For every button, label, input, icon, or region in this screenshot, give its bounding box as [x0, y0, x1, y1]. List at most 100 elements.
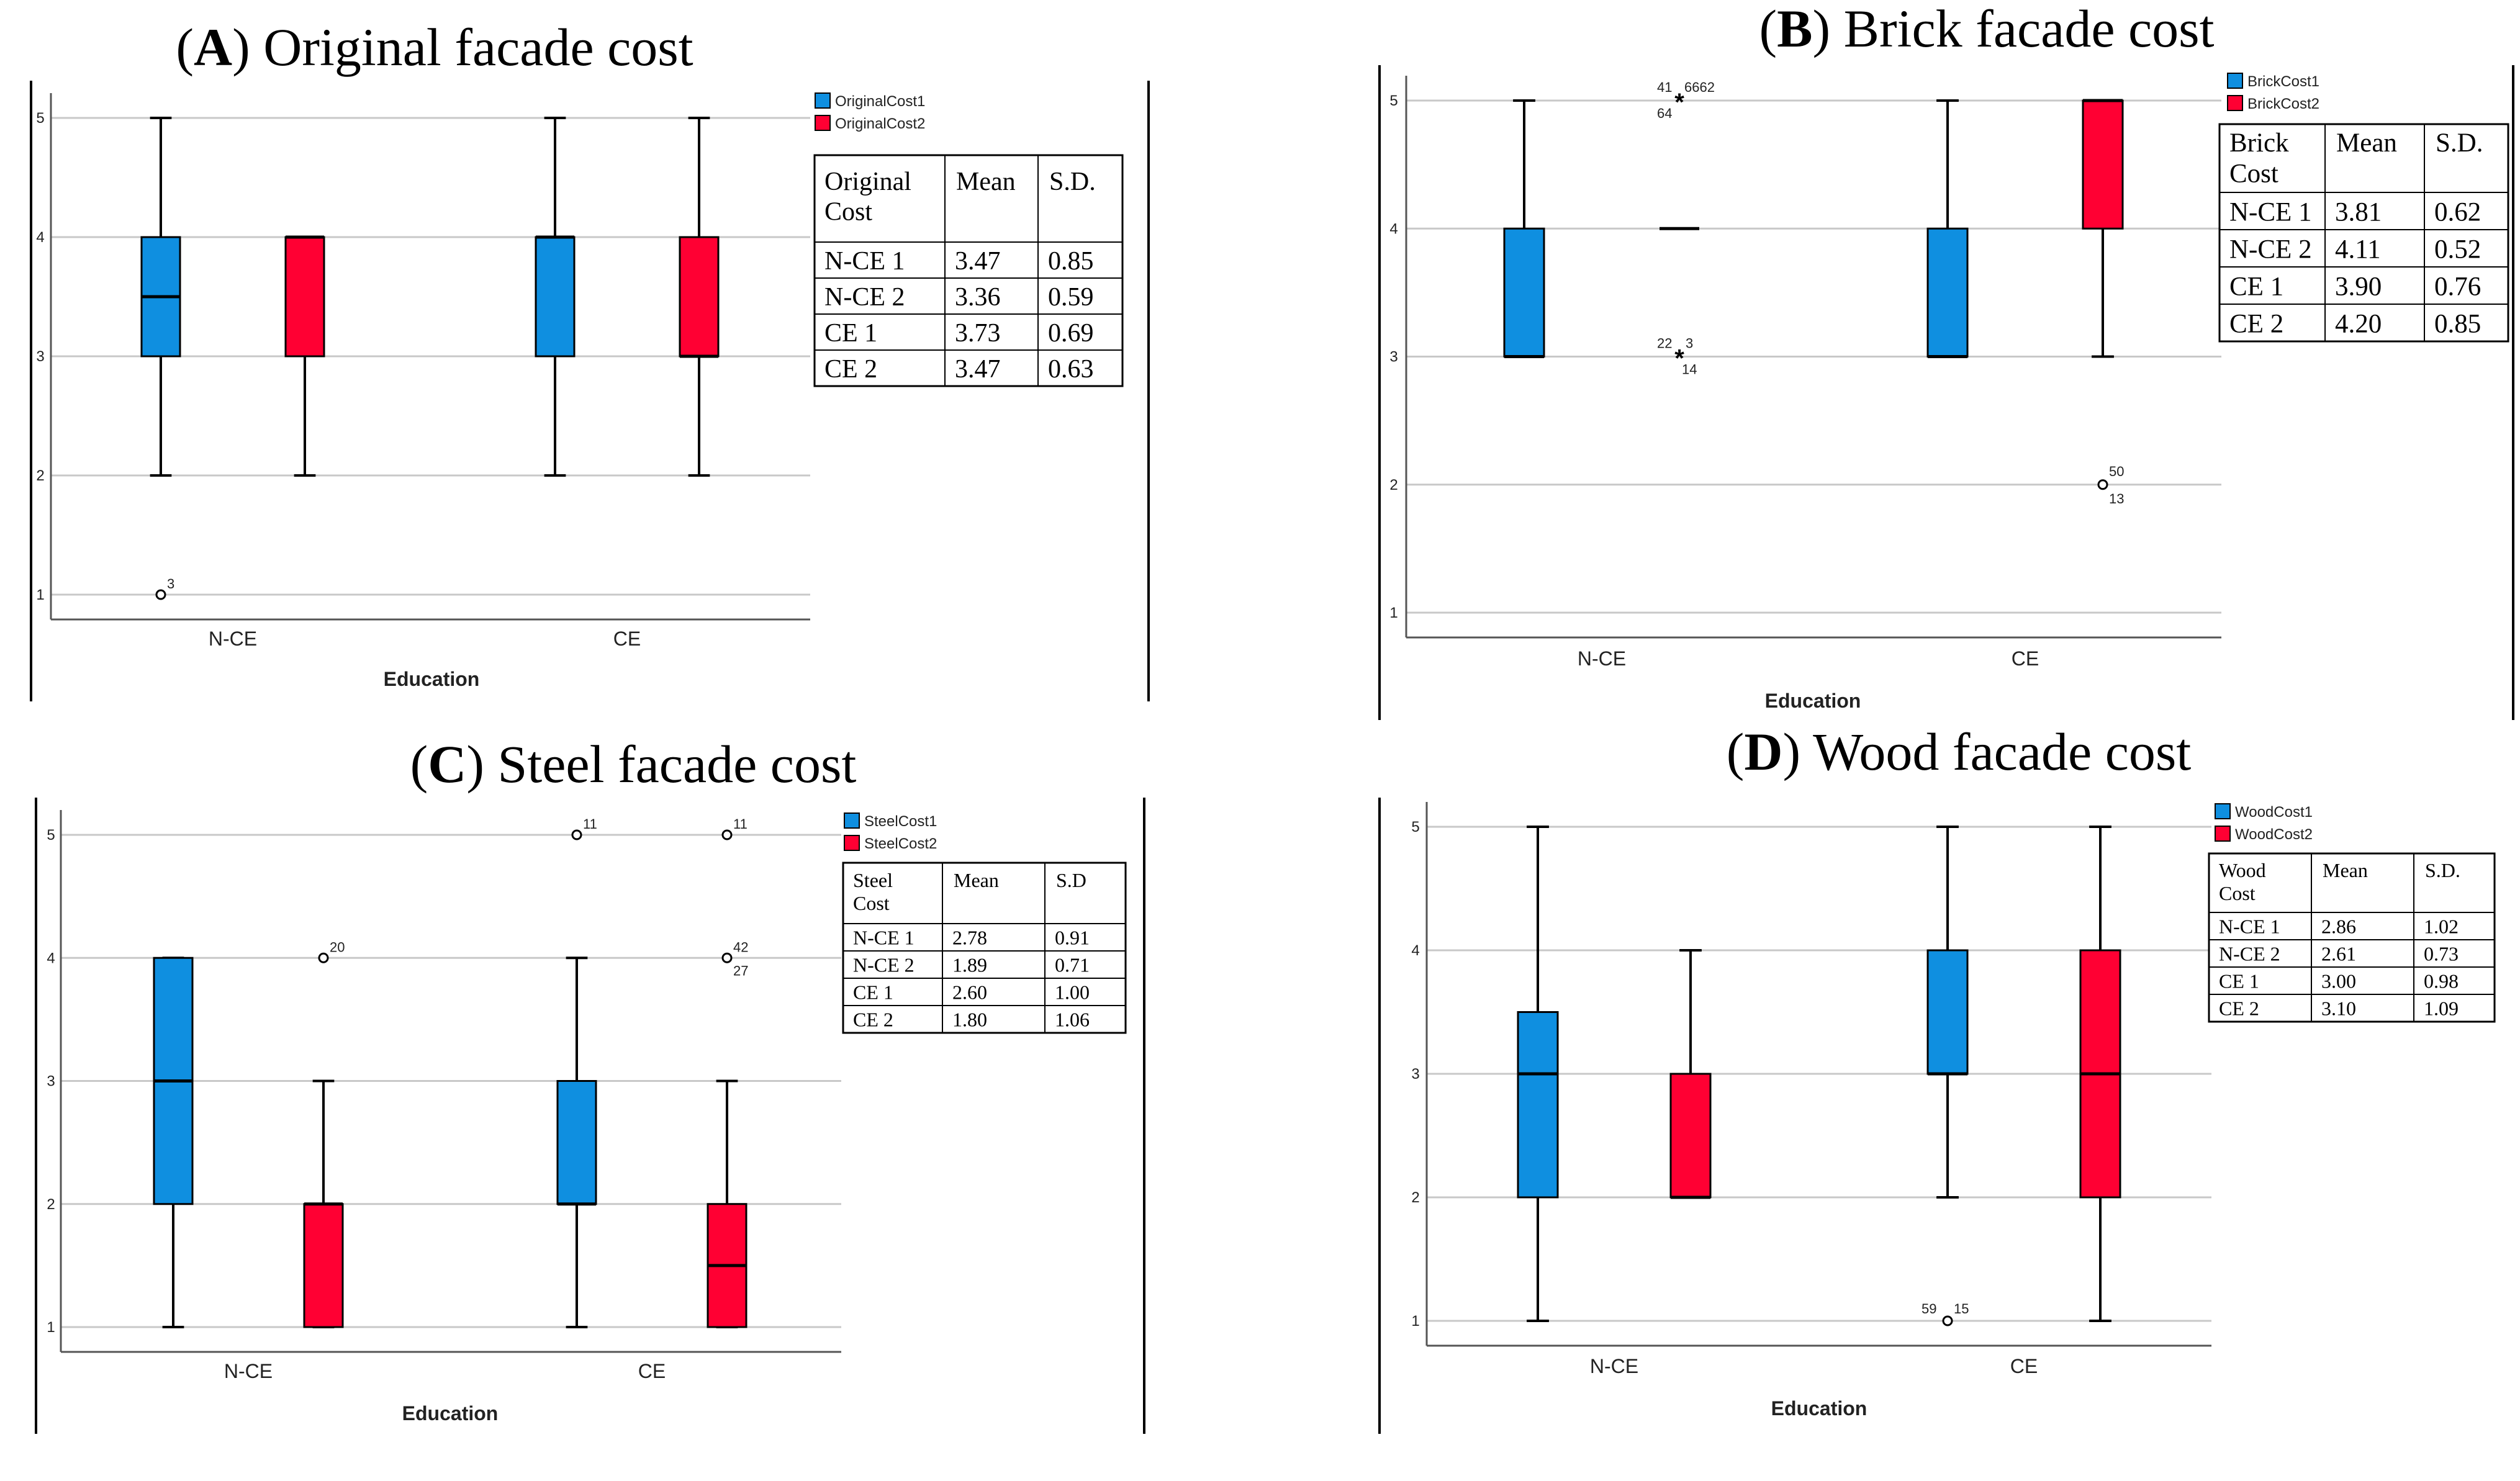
- table-cell: 3.47: [955, 247, 1001, 276]
- table-header-cell: Original Cost: [824, 168, 911, 226]
- table-cell: N-CE 2: [2219, 942, 2280, 965]
- title-paren-open: (: [1759, 0, 1777, 58]
- table-header-cell: S.D.: [2425, 859, 2460, 881]
- title-paren-open: (: [1727, 722, 1745, 781]
- table-cell: 0.52: [2434, 235, 2481, 264]
- table-cell: 0.73: [2424, 942, 2459, 965]
- chart-panel-d: (D) Wood facade cost 1 2 3 4 5 N-CE CE Education…: [1378, 722, 2496, 1434]
- table-cell: 4.20: [2335, 310, 2382, 339]
- outlier-label: 42: [733, 939, 748, 955]
- stats-table: Steel Cost Mean S.D N-CE 1 2.78 0.91 N-CE 2 1.89…: [842, 862, 1127, 1034]
- y-tick-label: 5: [36, 110, 44, 127]
- x-tick-label: N-CE: [1578, 647, 1626, 670]
- outlier-label: 3: [167, 576, 174, 592]
- box-woodcost2-ce: [2079, 826, 2121, 1322]
- box-steelcost2-n-ce: 20: [303, 939, 345, 1328]
- outlier-label: 50: [2109, 464, 2124, 479]
- table-cell: 1.89: [952, 953, 987, 976]
- y-tick-label: 5: [1389, 92, 1398, 109]
- table-cell: 3.73: [955, 319, 1001, 348]
- box-woodcost2-n-ce: [1669, 949, 1712, 1199]
- x-axis-title: Education: [1765, 690, 1861, 712]
- table-header-cell: S.D.: [2436, 128, 2483, 158]
- x-tick-label: CE: [613, 628, 641, 650]
- outlier-label: 11: [733, 816, 747, 832]
- box-iqr: [1926, 227, 1969, 358]
- table-cell: 2.61: [2321, 942, 2356, 965]
- legend-swatch: [2227, 95, 2243, 111]
- table-cell: 1.02: [2424, 915, 2459, 937]
- panel-title: (C) Steel facade cost: [410, 734, 857, 794]
- table-border: [842, 862, 1127, 1034]
- outlier-label: 15: [1954, 1301, 1969, 1317]
- box-brickcost1-ce: [1926, 99, 1969, 358]
- table-cell: 1.09: [2424, 997, 2459, 1019]
- y-tick-label: 3: [1411, 1066, 1419, 1083]
- y-tick-label: 4: [1389, 220, 1398, 237]
- table-header-cell: Mean: [2336, 128, 2397, 158]
- x-axis-title: Education: [384, 668, 480, 690]
- x-tick-label: CE: [2010, 1355, 2038, 1377]
- title-paren-open: (: [410, 734, 428, 794]
- table-cell: 3.36: [955, 283, 1001, 312]
- panel-title: (B) Brick facade cost: [1759, 0, 2214, 58]
- legend-swatch: [815, 115, 831, 131]
- box-steelcost1-ce: 11: [556, 816, 597, 1328]
- y-tick-label: 2: [47, 1196, 55, 1213]
- table-header-cell: Mean: [954, 869, 999, 891]
- table-header-cell: Brick Cost: [2229, 128, 2289, 188]
- title-letter: C: [428, 734, 466, 794]
- box-brickcost2-ce: 50 13: [2082, 99, 2124, 506]
- y-tick-label: 1: [1389, 605, 1398, 621]
- x-tick-label: N-CE: [1590, 1355, 1638, 1377]
- title-text: Brick facade cost: [1830, 0, 2215, 58]
- outlier-label: 3: [1686, 336, 1693, 351]
- outlier-marker: *: [1674, 89, 1684, 116]
- legend-label: OriginalCost2: [835, 115, 925, 132]
- outlier-label: 22: [1657, 336, 1672, 351]
- outlier-label: 27: [733, 963, 748, 978]
- table-cell: 0.85: [1048, 247, 1094, 276]
- legend-label: WoodCost1: [2235, 804, 2313, 821]
- title-paren-close: ): [232, 17, 250, 77]
- table-header-cell: Mean: [956, 168, 1016, 196]
- table-header-cell: Steel Cost: [853, 869, 893, 914]
- panel-title: (D) Wood facade cost: [1727, 722, 2192, 781]
- table-header-cell: S.D.: [1049, 168, 1096, 196]
- table-cell: 0.69: [1048, 319, 1094, 348]
- table-cell: 0.62: [2434, 198, 2481, 227]
- title-letter: D: [1744, 722, 1782, 781]
- legend: WoodCost1 WoodCost2: [2215, 803, 2313, 843]
- table-cell: 0.98: [2424, 970, 2459, 992]
- x-tick-label: CE: [638, 1360, 666, 1382]
- legend-swatch: [2227, 73, 2243, 89]
- box-iqr: [1669, 1073, 1712, 1199]
- table-cell: N-CE 2: [824, 283, 905, 312]
- outlier-label: 59: [1922, 1301, 1936, 1317]
- stats-table: Wood Cost Mean S.D. N-CE 1 2.86 1.02 N-CE 2 2.61…: [2208, 852, 2496, 1023]
- table-cell: N-CE 1: [2229, 198, 2312, 227]
- table-cell: CE 1: [824, 319, 877, 348]
- outlier-label: 11: [583, 816, 597, 832]
- table-header-line: Brick: [2229, 128, 2289, 158]
- table-header-line: Steel: [853, 869, 893, 891]
- table-cell: 0.76: [2434, 272, 2481, 302]
- y-tick-label: 3: [36, 348, 44, 365]
- outlier-marker: [721, 952, 733, 963]
- outlier-marker: [318, 952, 329, 963]
- stats-table: Brick Cost Mean S.D. N-CE 1 3.81 0.62 N-CE 2 4.1…: [2218, 123, 2509, 343]
- table-cell: N-CE 1: [824, 247, 905, 276]
- title-text: Original facade cost: [250, 17, 693, 77]
- outlier-label: 13: [2109, 491, 2124, 506]
- x-axis-title: Education: [1771, 1397, 1867, 1420]
- y-tick-label: 5: [47, 827, 55, 844]
- box-steelcost1-n-ce: [153, 957, 194, 1328]
- chart-panel-c: (C) Steel facade cost 1 2 3 4 5 N-CE CE Educatio…: [35, 734, 1145, 1434]
- outlier-label: 41: [1657, 79, 1672, 95]
- table-cell: 3.47: [955, 355, 1001, 384]
- box-iqr: [1503, 227, 1545, 358]
- legend: SteelCost1 SteelCost2: [844, 813, 937, 852]
- table-cell: 3.81: [2335, 198, 2382, 227]
- title-letter: B: [1777, 0, 1812, 58]
